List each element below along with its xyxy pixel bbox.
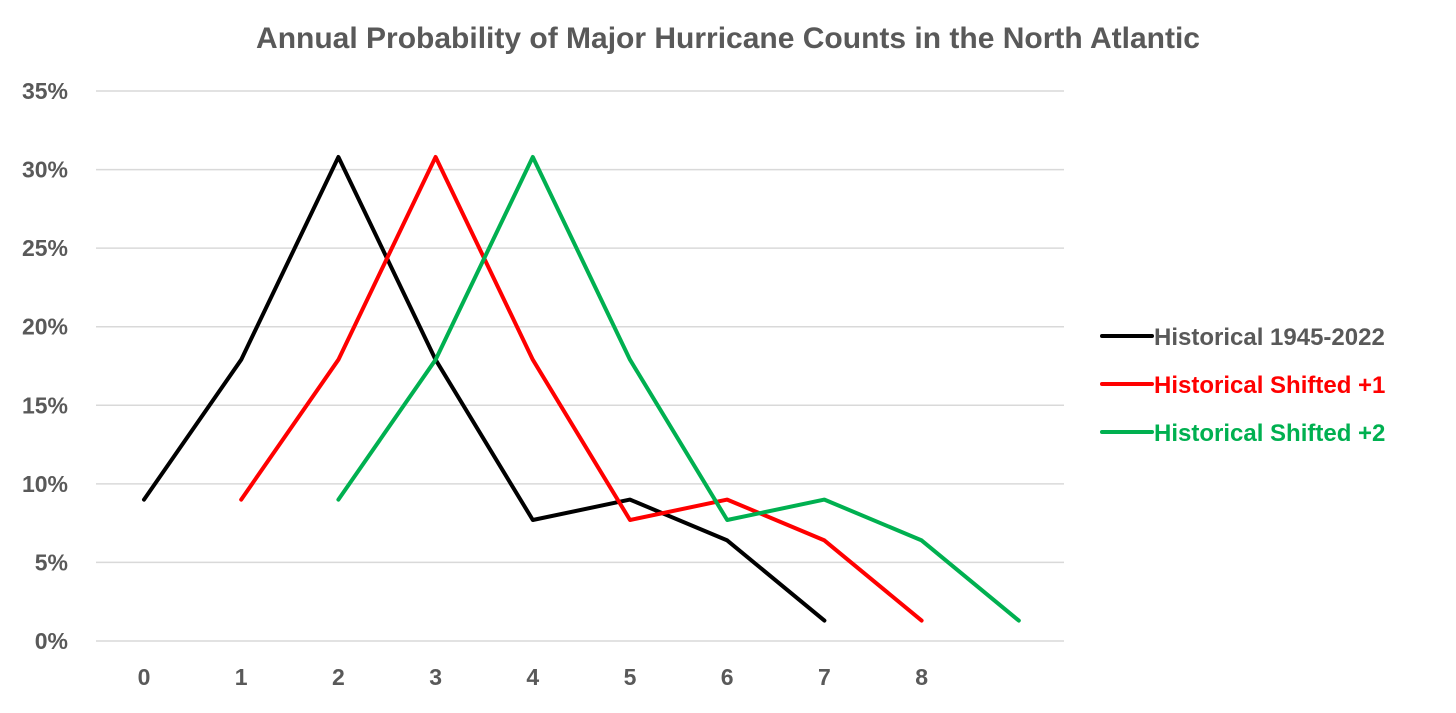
x-tick-label: 6 (721, 664, 734, 690)
y-tick-label: 0% (35, 628, 68, 654)
series-line-2 (239, 155, 924, 623)
x-tick-label: 8 (915, 664, 928, 690)
y-tick-label: 20% (22, 314, 68, 340)
gridlines (96, 90, 1064, 642)
x-tick-label: 3 (429, 664, 442, 690)
y-tick-label: 5% (35, 549, 68, 575)
y-tick-label: 25% (22, 235, 68, 261)
x-tick-label: 4 (526, 664, 539, 690)
y-tick-label: 30% (22, 157, 68, 183)
x-tick-label: 5 (624, 664, 637, 690)
legend-label: Historical Shifted +1 (1154, 372, 1385, 399)
series-line-1 (142, 155, 827, 623)
x-tick-label: 2 (332, 664, 345, 690)
y-tick-label: 35% (22, 78, 68, 104)
legend-label: Historical Shifted +2 (1154, 420, 1385, 447)
y-axis-tick-labels: 0% 5% 10% 15% 20% 25% 30% 35% (22, 78, 68, 654)
series-line-3 (336, 155, 1021, 623)
x-tick-label: 0 (138, 664, 151, 690)
chart-title: Annual Probability of Major Hurricane Co… (256, 22, 1200, 55)
x-tick-label: 1 (235, 664, 248, 690)
y-tick-label: 15% (22, 392, 68, 418)
legend: Historical 1945-2022 Historical Shifted +… (1100, 324, 1385, 447)
legend-label: Historical 1945-2022 (1154, 324, 1385, 351)
x-axis-tick-labels: 0 1 2 3 4 5 6 7 8 (138, 664, 929, 690)
series-lines (142, 155, 1021, 623)
y-tick-label: 10% (22, 471, 68, 497)
x-tick-label: 7 (818, 664, 831, 690)
